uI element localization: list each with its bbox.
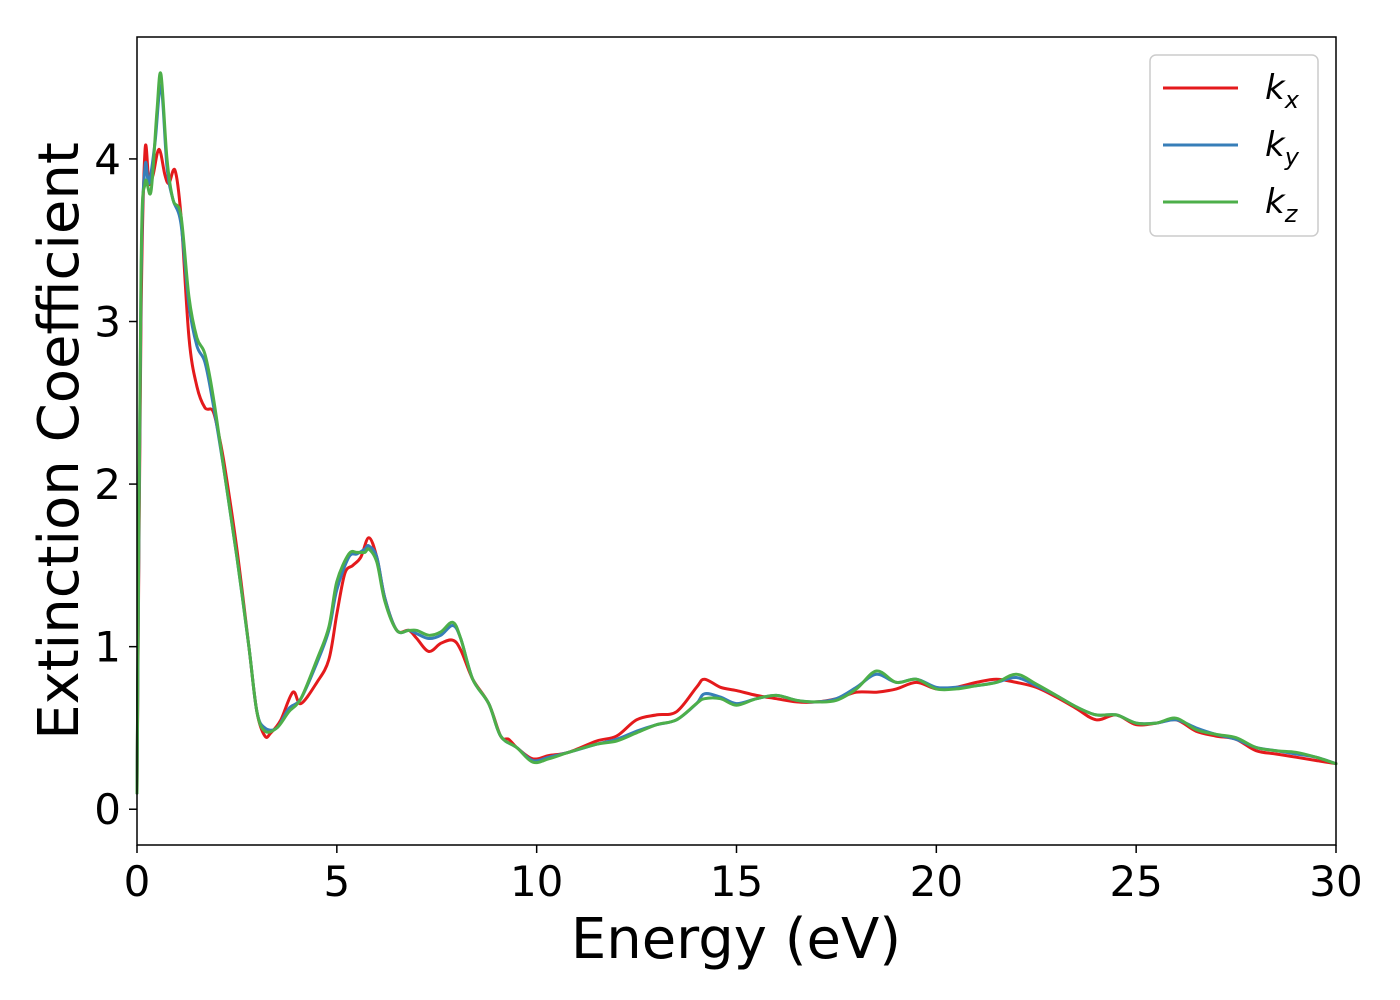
legend-label-kx: kx [1265,68,1300,114]
y-tick-label: 4 [94,135,121,184]
x-tick-label: 30 [1309,857,1362,906]
x-tick-label: 15 [710,857,763,906]
x-tick-label: 10 [510,857,563,906]
y-tick-label: 2 [94,460,121,509]
y-tick-label: 3 [94,298,121,347]
y-axis-title: Extinction Coefficient [27,142,92,740]
x-axis: 0 5 10 15 20 25 30 [124,845,1363,906]
y-axis: 0 1 2 3 4 [94,135,137,834]
series-layer [135,71,1338,795]
x-tick-label: 20 [910,857,963,906]
series-line-kz [135,71,1338,795]
x-tick-label: 0 [124,857,151,906]
x-tick-label: 5 [323,857,350,906]
legend-label-ky: ky [1265,125,1300,171]
y-tick-label: 1 [94,623,121,672]
x-tick-label: 25 [1109,857,1162,906]
y-tick-label: 0 [94,785,121,834]
x-axis-title: Energy (eV) [571,907,901,972]
